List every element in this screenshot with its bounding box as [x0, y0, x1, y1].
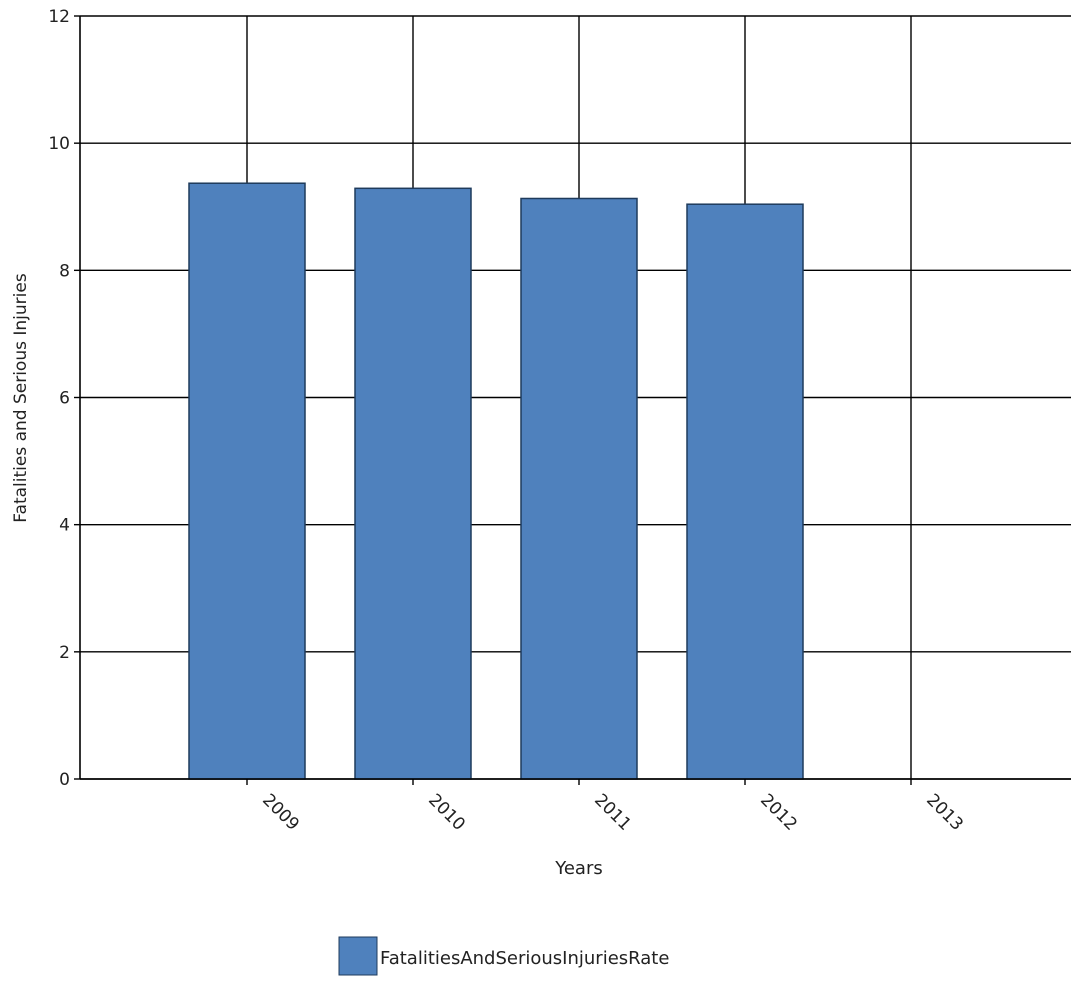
y-tick-label: 6	[59, 389, 70, 409]
legend-label: FatalitiesAndSeriousInjuriesRate	[380, 948, 669, 969]
x-tick-label: 2010	[424, 790, 469, 835]
y-tick-label: 4	[59, 516, 70, 536]
x-tick-label: 2012	[756, 790, 801, 835]
bar-2011	[520, 197, 638, 780]
y-tick-label: 12	[48, 7, 70, 27]
bar-2010	[354, 187, 472, 780]
x-axis-ticks: 2009 2010 2011 2012 2013	[246, 779, 967, 835]
legend-swatch	[338, 936, 378, 976]
y-tick-label: 8	[59, 261, 70, 281]
y-axis-ticks: 0 2 4 6 8 10 12	[48, 7, 80, 790]
y-axis-title: Fatalities and Serious Injuries	[11, 273, 31, 523]
y-tick-label: 0	[59, 770, 70, 790]
x-tick-label: 2011	[590, 790, 635, 835]
y-tick-label: 2	[59, 643, 70, 663]
x-tick-label: 2009	[258, 790, 303, 835]
legend: FatalitiesAndSeriousInjuriesRate	[338, 936, 669, 976]
bars	[188, 182, 804, 780]
bar-2012	[686, 203, 804, 780]
x-tick-label: 2013	[922, 790, 967, 835]
x-axis-title: Years	[554, 858, 603, 879]
y-tick-label: 10	[48, 134, 70, 154]
bar-2009	[188, 182, 306, 780]
